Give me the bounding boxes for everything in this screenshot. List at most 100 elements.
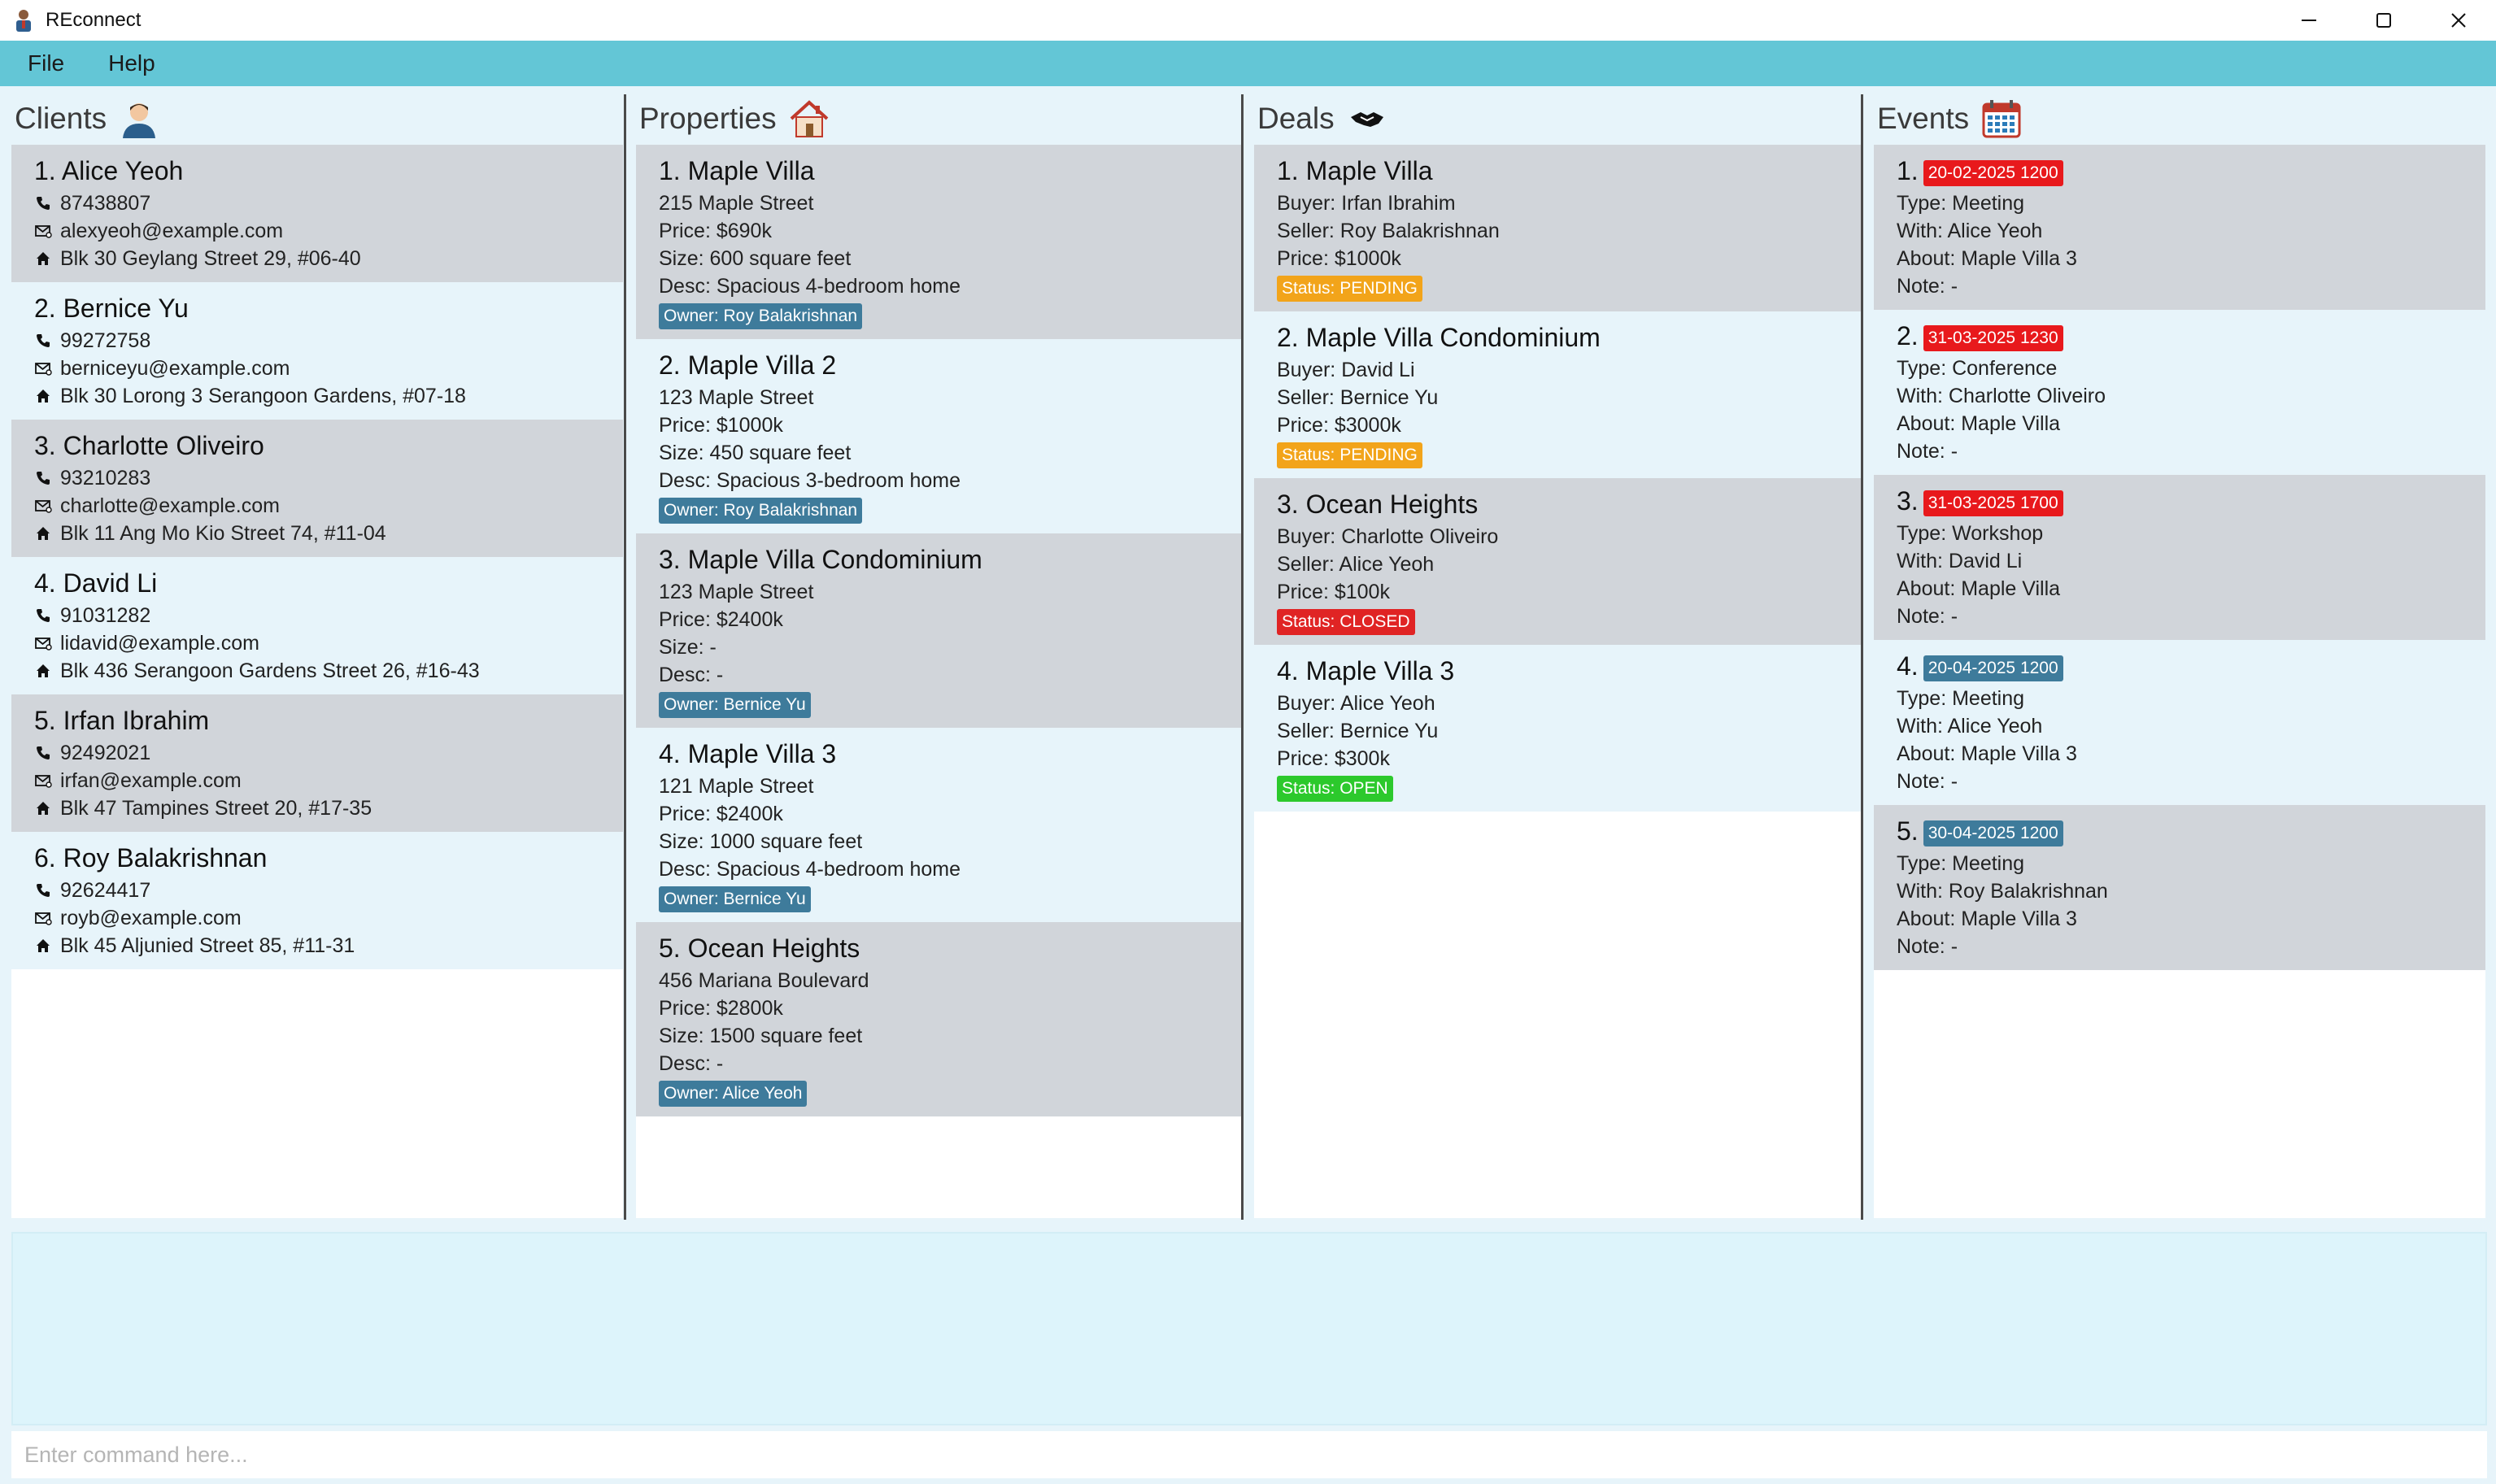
property-address-text: 123 Maple Street (659, 386, 814, 409)
property-card[interactable]: 5. Ocean Heights 456 Mariana Boulevard Pri… (636, 922, 1241, 1116)
client-email-text: charlotte@example.com (60, 494, 280, 517)
maximize-button[interactable] (2346, 0, 2421, 41)
panel-divider[interactable] (1241, 94, 1244, 1220)
deal-card[interactable]: 2. Maple Villa Condominium Buyer: David L… (1254, 311, 1861, 478)
home-icon (34, 387, 52, 405)
event-about: About: Maple Villa 3 (1897, 740, 2463, 768)
event-about-text: About: Maple Villa 3 (1897, 907, 2077, 930)
event-header: 2. 31-03-2025 1230 (1897, 321, 2463, 351)
menu-help[interactable]: Help (108, 50, 155, 76)
property-size-text: Size: 1500 square feet (659, 1025, 863, 1047)
event-with-text: With: Alice Yeoh (1897, 220, 2043, 242)
calendar-icon (1980, 98, 2023, 140)
window-title: REconnect (46, 9, 142, 31)
event-card[interactable]: 1. 20-02-2025 1200 Type: Meeting With: Alic… (1874, 145, 2485, 310)
deal-card[interactable]: 1. Maple Villa Buyer: Irfan Ibrahim Seller… (1254, 145, 1861, 311)
phone-icon (34, 744, 52, 762)
client-card[interactable]: 3. Charlotte Oliveiro 93210283 charlotte@e… (11, 420, 623, 557)
event-with-text: With: Charlotte Oliveiro (1897, 385, 2106, 407)
deals-list[interactable]: 1. Maple Villa Buyer: Irfan Ibrahim Seller… (1254, 145, 1861, 1218)
property-price-text: Price: $2800k (659, 997, 783, 1020)
event-type-text: Type: Meeting (1897, 852, 2025, 875)
event-header: 3. 31-03-2025 1700 (1897, 486, 2463, 516)
event-about-text: About: Maple Villa (1897, 412, 2061, 435)
property-address: 121 Maple Street (659, 772, 1218, 800)
event-card[interactable]: 3. 31-03-2025 1700 Type: Workshop With: Dav… (1874, 475, 2485, 640)
client-email: charlotte@example.com (34, 492, 600, 520)
deal-card[interactable]: 4. Maple Villa 3 Buyer: Alice Yeoh Seller:… (1254, 645, 1861, 812)
command-input[interactable] (11, 1431, 2487, 1478)
deal-seller-text: Seller: Alice Yeoh (1277, 553, 1435, 576)
deal-card[interactable]: 3. Ocean Heights Buyer: Charlotte Oliveir… (1254, 478, 1861, 645)
property-desc: Desc: Spacious 4-bedroom home (659, 272, 1218, 300)
handshake-icon (1346, 98, 1388, 140)
event-date-badge: 20-02-2025 1200 (1923, 159, 2063, 186)
event-note-text: Note: - (1897, 440, 1958, 463)
property-name: 4. Maple Villa 3 (659, 739, 837, 768)
deal-buyer-text: Buyer: Charlotte Oliveiro (1277, 525, 1499, 548)
menu-file[interactable]: File (28, 50, 65, 76)
deal-property: 4. Maple Villa 3 (1277, 656, 1455, 685)
deal-price-text: Price: $3000k (1277, 414, 1401, 437)
event-about-text: About: Maple Villa 3 (1897, 247, 2077, 270)
client-card[interactable]: 5. Irfan Ibrahim 92492021 irfan@example.co… (11, 694, 623, 832)
close-button[interactable] (2421, 0, 2496, 41)
deal-buyer-text: Buyer: David Li (1277, 359, 1415, 381)
event-card[interactable]: 4. 20-04-2025 1200 Type: Meeting With: Alic… (1874, 640, 2485, 805)
client-phone: 92624417 (34, 877, 600, 904)
property-card[interactable]: 1. Maple Villa 215 Maple Street Price: $69… (636, 145, 1241, 339)
property-address: 456 Mariana Boulevard (659, 967, 1218, 994)
event-about-text: About: Maple Villa (1897, 577, 2061, 600)
properties-panel: Properties 1. Maple Villa 215 Maple Stree… (636, 93, 1241, 1218)
event-index: 5. (1897, 816, 1919, 846)
event-about: About: Maple Villa (1897, 575, 2463, 603)
panel-divider[interactable] (624, 94, 626, 1220)
deal-price-text: Price: $1000k (1277, 247, 1401, 270)
event-about: About: Maple Villa 3 (1897, 245, 2463, 272)
property-address-text: 121 Maple Street (659, 775, 814, 798)
property-size-text: Size: - (659, 636, 717, 659)
property-size: Size: 600 square feet (659, 245, 1218, 272)
client-card[interactable]: 2. Bernice Yu 99272758 berniceyu@example.c… (11, 282, 623, 420)
minimize-button[interactable] (2272, 0, 2346, 41)
deal-property: 3. Ocean Heights (1277, 490, 1479, 519)
event-note: Note: - (1897, 272, 2463, 300)
client-email: lidavid@example.com (34, 629, 600, 657)
result-display (11, 1232, 2487, 1425)
client-address-text: Blk 30 Geylang Street 29, #06-40 (60, 247, 361, 270)
event-index: 2. (1897, 321, 1919, 350)
title-bar: REconnect (0, 0, 2496, 41)
client-phone: 92492021 (34, 739, 600, 767)
event-with: With: Alice Yeoh (1897, 712, 2463, 740)
deal-seller-text: Seller: Roy Balakrishnan (1277, 220, 1500, 242)
owner-tag: Owner: Alice Yeoh (659, 1081, 808, 1107)
command-box (11, 1431, 2487, 1478)
event-date-badge: 31-03-2025 1230 (1923, 324, 2063, 351)
property-card[interactable]: 3. Maple Villa Condominium 123 Maple Stre… (636, 533, 1241, 728)
email-icon (34, 497, 52, 515)
clients-list[interactable]: 1. Alice Yeoh 87438807 alexyeoh@example.co… (11, 145, 623, 1218)
property-card[interactable]: 2. Maple Villa 2 123 Maple Street Price: $… (636, 339, 1241, 533)
deal-seller-text: Seller: Bernice Yu (1277, 386, 1439, 409)
event-date-badge: 31-03-2025 1700 (1923, 490, 2063, 516)
panel-divider[interactable] (1861, 94, 1863, 1220)
properties-list[interactable]: 1. Maple Villa 215 Maple Street Price: $69… (636, 145, 1241, 1218)
client-card[interactable]: 1. Alice Yeoh 87438807 alexyeoh@example.co… (11, 145, 623, 282)
event-card[interactable]: 2. 31-03-2025 1230 Type: Conference With: C… (1874, 310, 2485, 475)
event-type: Type: Conference (1897, 355, 2463, 382)
property-price-text: Price: $2400k (659, 608, 783, 631)
phone-icon (34, 607, 52, 624)
property-size-text: Size: 450 square feet (659, 442, 852, 464)
property-card[interactable]: 4. Maple Villa 3 121 Maple Street Price: $… (636, 728, 1241, 922)
email-icon (34, 359, 52, 377)
events-list[interactable]: 1. 20-02-2025 1200 Type: Meeting With: Alic… (1874, 145, 2485, 1218)
client-card[interactable]: 4. David Li 91031282 lidavid@example.com Bl… (11, 557, 623, 694)
house-icon (788, 98, 830, 140)
client-card[interactable]: 6. Roy Balakrishnan 92624417 royb@example.… (11, 832, 623, 969)
event-note: Note: - (1897, 603, 2463, 630)
owner-tag: Owner: Roy Balakrishnan (659, 303, 863, 329)
event-card[interactable]: 5. 30-04-2025 1200 Type: Meeting With: Roy … (1874, 805, 2485, 970)
clients-title: Clients (15, 102, 107, 135)
property-address: 215 Maple Street (659, 189, 1218, 217)
property-name: 5. Ocean Heights (659, 933, 860, 963)
